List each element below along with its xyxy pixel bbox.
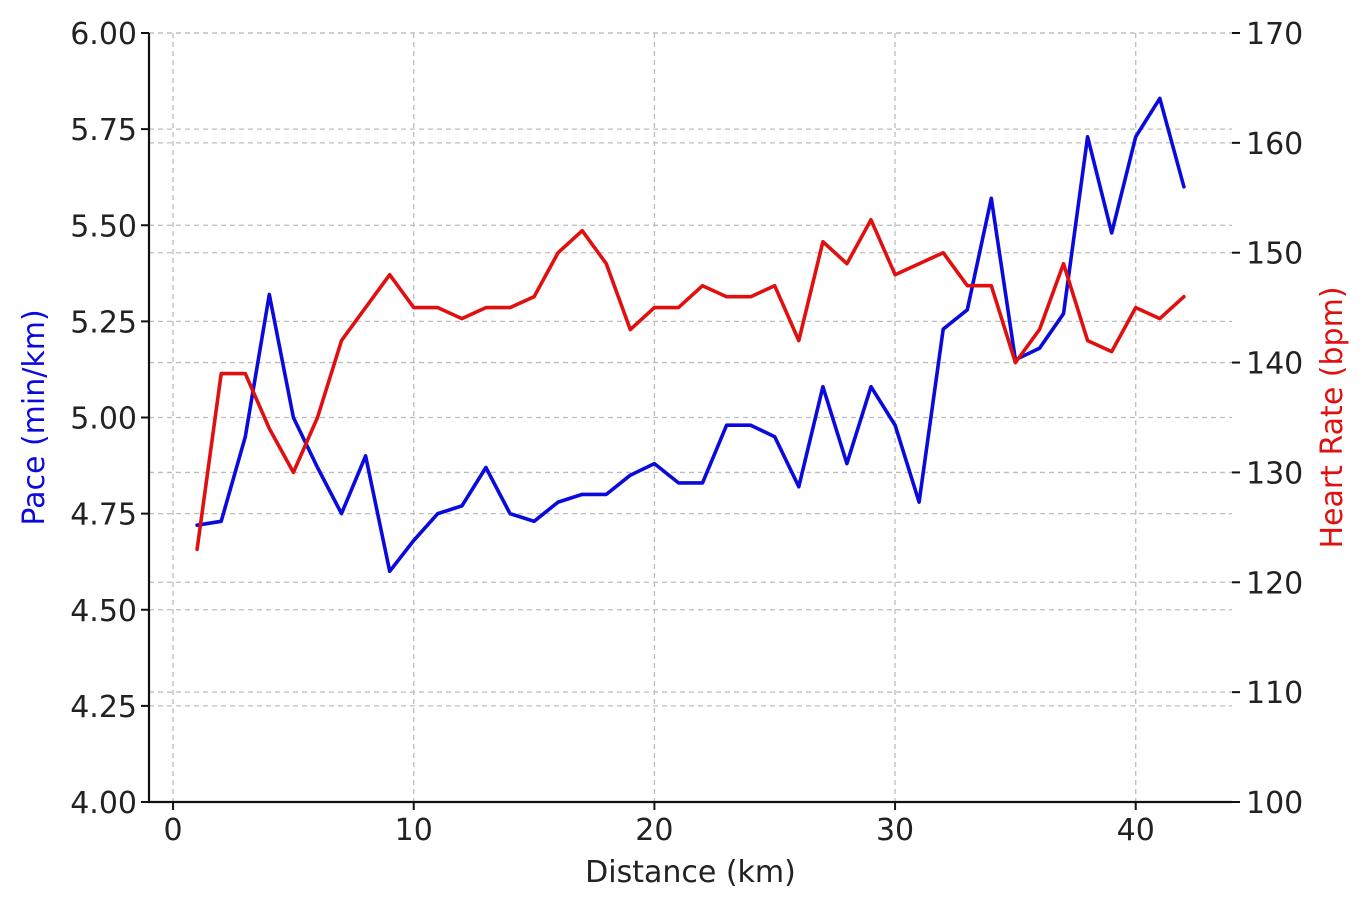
grid <box>149 32 1232 803</box>
left-y-tick-label: 4.00 <box>70 786 137 821</box>
x-tick-label: 20 <box>635 813 673 848</box>
left-y-tick-label: 4.25 <box>70 690 137 725</box>
series-layer <box>195 96 1186 574</box>
right-y-tick-label: 150 <box>1246 237 1303 272</box>
heart-rate-line <box>195 218 1186 552</box>
left-y-tick-label: 5.50 <box>70 209 137 244</box>
left-y-tick-label: 5.00 <box>70 402 137 437</box>
axes <box>141 32 1240 810</box>
left-y-tick-label: 5.75 <box>70 113 137 148</box>
x-axis-title: Distance (km) <box>585 855 796 890</box>
left-y-tick-label: 5.25 <box>70 305 137 340</box>
right-y-axis-title: Heart Rate (bpm) <box>1315 286 1350 548</box>
left-y-tick-label: 4.50 <box>70 594 137 629</box>
x-tick-label: 0 <box>164 813 183 848</box>
right-y-tick-label: 130 <box>1246 456 1303 491</box>
right-y-tick-label: 160 <box>1246 127 1303 162</box>
x-tick-label: 10 <box>395 813 433 848</box>
right-y-tick-label: 110 <box>1246 676 1303 711</box>
right-y-tick-label: 100 <box>1246 786 1303 821</box>
x-tick-label: 30 <box>876 813 914 848</box>
right-y-tick-label: 170 <box>1246 17 1303 52</box>
left-y-tick-label: 4.75 <box>70 498 137 533</box>
tick-labels: 0 10 20 30 40 4.00 4.25 4.50 4.75 5.00 5.25 5.50 5.7… <box>70 17 1303 848</box>
right-y-tick-label: 120 <box>1246 566 1303 601</box>
left-y-tick-label: 6.00 <box>70 17 137 52</box>
right-y-tick-label: 140 <box>1246 347 1303 382</box>
x-tick-label: 40 <box>1117 813 1155 848</box>
left-y-axis-title: Pace (min/km) <box>17 309 52 525</box>
